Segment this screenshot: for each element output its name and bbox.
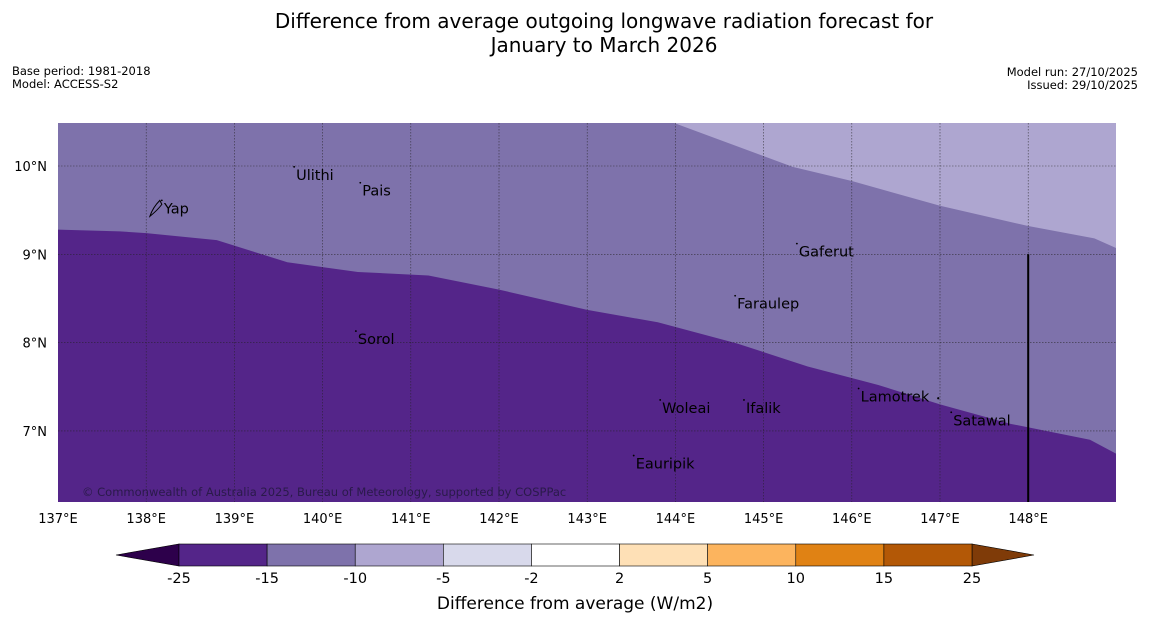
lon-tick-label: 146°E bbox=[832, 512, 872, 527]
island-marker bbox=[743, 399, 745, 401]
lon-tick-label: 147°E bbox=[920, 512, 960, 527]
island-marker bbox=[160, 199, 163, 202]
lon-tick-label: 138°E bbox=[126, 512, 166, 527]
colorbar-tick-label: -25 bbox=[167, 571, 191, 587]
island-marker bbox=[857, 387, 860, 390]
colorbar-segment bbox=[443, 543, 532, 567]
colorbar-segment bbox=[883, 543, 973, 567]
issued-text: Issued: 29/10/2025 bbox=[1027, 78, 1138, 92]
zone-0 bbox=[674, 123, 1116, 248]
colorbar-segment bbox=[795, 543, 885, 567]
colorbar-tick-label: -5 bbox=[436, 571, 450, 587]
colorbar-tick-label: 25 bbox=[963, 571, 981, 587]
lon-tick-label: 142°E bbox=[479, 512, 519, 527]
model-text: Model: ACCESS-S2 bbox=[12, 77, 119, 91]
islet-dot bbox=[937, 397, 940, 400]
base-period-text: Base period: 1981-2018 bbox=[12, 64, 151, 78]
colorbar-segment bbox=[178, 543, 268, 567]
island-marker bbox=[659, 399, 662, 401]
colorbar-segment bbox=[531, 543, 620, 567]
map-area: Yap Ulithi Pais Gaferut Faraulep Sorol Woleai I… bbox=[58, 123, 1116, 502]
place-label: Ifalik bbox=[746, 401, 781, 417]
lat-tick-label: 10°N bbox=[14, 160, 47, 175]
island-marker bbox=[632, 454, 635, 457]
colorbar-tick-label: -15 bbox=[255, 571, 279, 587]
lon-tick-label: 141°E bbox=[391, 512, 431, 527]
lat-tick-label: 7°N bbox=[23, 425, 48, 440]
place-label: Sorol bbox=[358, 332, 395, 348]
title-line-2: January to March 2026 bbox=[490, 33, 718, 57]
place-label: Satawal bbox=[953, 413, 1010, 429]
colorbar-segment bbox=[619, 543, 708, 567]
yap-island-outline bbox=[148, 199, 163, 218]
lon-tick-label: 143°E bbox=[567, 512, 607, 527]
place-label: Lamotrek bbox=[861, 389, 930, 405]
lon-tick-label: 144°E bbox=[656, 512, 696, 527]
colorbar-label: Difference from average (W/m2) bbox=[436, 594, 714, 614]
meta-left: Base period: 1981-2018 Model: ACCESS-S2 bbox=[12, 65, 151, 91]
colorbar-segment bbox=[266, 543, 356, 567]
lat-tick-label: 9°N bbox=[23, 248, 48, 263]
island-marker bbox=[293, 165, 296, 168]
model-run-text: Model run: 27/10/2025 bbox=[1006, 65, 1138, 79]
colorbar-tick-label: 2 bbox=[615, 571, 624, 587]
place-label: Gaferut bbox=[799, 245, 854, 261]
lon-tick-label: 139°E bbox=[215, 512, 255, 527]
meta-right: Model run: 27/10/2025 Issued: 29/10/2025 bbox=[1007, 66, 1138, 92]
island-marker bbox=[950, 411, 953, 414]
colorbar-segment bbox=[354, 543, 444, 567]
lon-tick-label: 137°E bbox=[38, 512, 78, 527]
chart-title: Difference from average outgoing longwav… bbox=[0, 9, 1150, 57]
colorbar-extend-low bbox=[115, 543, 180, 567]
lat-tick-label: 8°N bbox=[23, 337, 48, 352]
lon-tick-label: 140°E bbox=[303, 512, 343, 527]
island-marker bbox=[795, 242, 798, 245]
lon-tick-label: 145°E bbox=[744, 512, 784, 527]
lon-tick-label: 148°E bbox=[1008, 512, 1048, 527]
place-label: Woleai bbox=[662, 401, 710, 417]
colorbar-tick-label: 5 bbox=[703, 571, 712, 587]
colorbar-tick-label: 15 bbox=[875, 571, 893, 587]
colorbar-tick-label: -2 bbox=[524, 571, 538, 587]
island-marker bbox=[734, 294, 737, 297]
place-label: Pais bbox=[362, 184, 391, 200]
island-marker bbox=[354, 330, 357, 332]
place-label: Eauripik bbox=[636, 457, 695, 473]
colorbar: -25 -15 -10 -5 -2 2 5 10 15 25 bbox=[115, 543, 1035, 587]
colorbar-segment bbox=[707, 543, 797, 567]
copyright-text: © Commonwealth of Australia 2025, Bureau… bbox=[82, 485, 566, 499]
island-marker bbox=[359, 181, 362, 184]
colorbar-extend-high bbox=[971, 543, 1035, 567]
place-label: Faraulep bbox=[737, 297, 799, 313]
colorbar-tick-label: -10 bbox=[343, 571, 367, 587]
colorbar-tick-label: 10 bbox=[787, 571, 805, 587]
title-line-1: Difference from average outgoing longwav… bbox=[274, 9, 934, 33]
place-label: Yap bbox=[163, 201, 189, 217]
place-label: Ulithi bbox=[296, 168, 334, 184]
